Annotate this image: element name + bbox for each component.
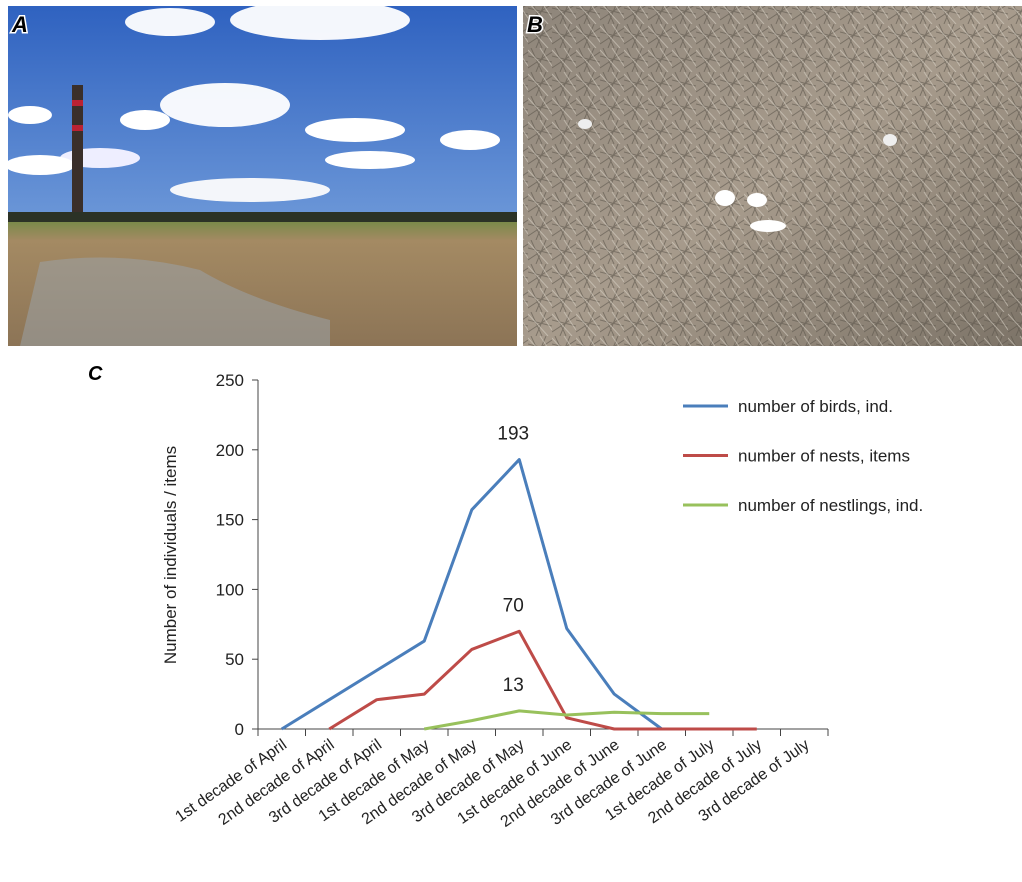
y-tick-label: 200 (216, 441, 244, 460)
legend-label: number of birds, ind. (738, 397, 893, 416)
panel-label: B (527, 12, 543, 37)
legend-label: number of nestlings, ind. (738, 496, 923, 515)
photo-a (5, 0, 517, 346)
y-tick-label: 150 (216, 511, 244, 530)
series-line (423, 709, 710, 731)
panel-label: C (88, 363, 103, 385)
data-label: 70 (503, 595, 524, 616)
data-label: 193 (497, 424, 529, 445)
series-line (280, 458, 663, 731)
panel-label: A (11, 12, 28, 37)
y-axis-label: Number of individuals / items (161, 446, 180, 664)
series-line (328, 629, 757, 731)
y-tick-label: 250 (216, 371, 244, 390)
legend-label: number of nests, items (738, 447, 910, 466)
y-tick-label: 100 (216, 580, 244, 599)
photo-b (523, 6, 1022, 346)
y-tick-label: 0 (235, 720, 244, 739)
y-tick-label: 50 (225, 650, 244, 669)
data-label: 13 (503, 675, 524, 696)
